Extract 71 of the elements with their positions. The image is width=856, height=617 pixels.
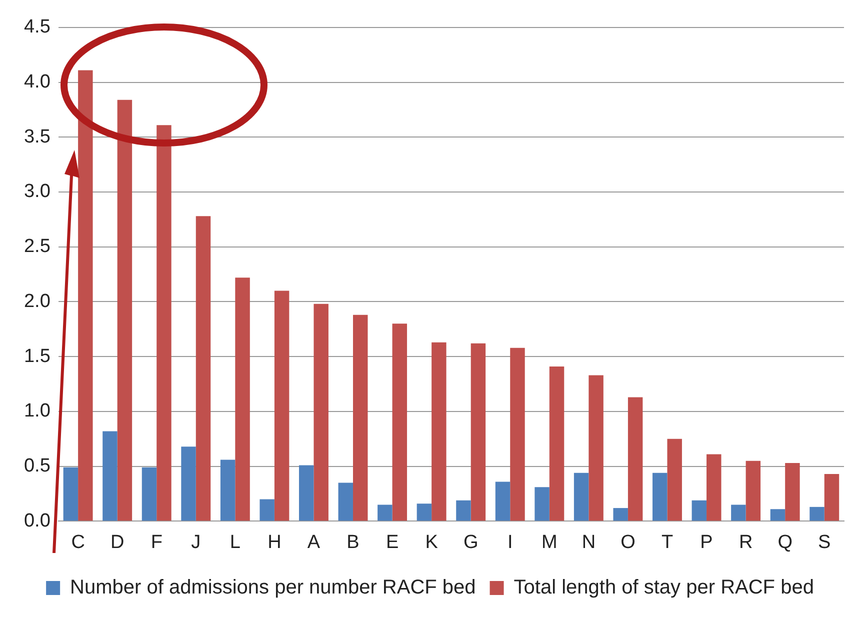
bar xyxy=(706,454,722,521)
bar xyxy=(338,482,354,521)
bar xyxy=(196,216,211,521)
x-tick-label: P xyxy=(700,532,713,553)
x-tick-label: N xyxy=(582,532,596,553)
x-tick-label: K xyxy=(425,532,438,553)
bar xyxy=(667,438,682,521)
bar xyxy=(235,278,250,521)
bar xyxy=(181,446,196,521)
x-tick-label: S xyxy=(818,532,831,553)
x-tick-label: I xyxy=(507,532,513,553)
bar xyxy=(824,474,840,521)
y-tick-label: 4.0 xyxy=(24,72,50,92)
y-tick-label: 2.5 xyxy=(24,236,50,258)
y-tick-label: 3.0 xyxy=(24,181,50,202)
legend-label: Number of admissions per number RACF bed xyxy=(70,576,476,599)
x-tick-label: J xyxy=(191,532,201,553)
y-tick-label: 1.0 xyxy=(24,400,50,422)
bar xyxy=(652,472,668,521)
bar xyxy=(156,125,172,521)
x-tick-label: L xyxy=(230,532,240,553)
bar xyxy=(220,460,236,521)
bar xyxy=(785,463,800,521)
y-tick-label: 0.5 xyxy=(24,456,50,477)
x-tick-label: G xyxy=(463,532,478,553)
x-tick-label: T xyxy=(661,532,674,553)
bar xyxy=(456,500,471,521)
x-tick-label: E xyxy=(386,532,399,553)
bar xyxy=(510,348,525,521)
bar xyxy=(495,482,510,521)
x-tick-label: C xyxy=(71,532,85,553)
bar xyxy=(549,366,564,521)
bar xyxy=(613,508,628,521)
bar xyxy=(63,467,78,521)
y-tick-label: 2.0 xyxy=(24,290,50,312)
bar xyxy=(274,290,290,521)
x-tick-label: B xyxy=(346,532,360,553)
bar xyxy=(102,431,118,521)
y-tick-label: 4.5 xyxy=(24,16,50,38)
bar xyxy=(810,506,824,521)
bar xyxy=(770,509,786,521)
bar xyxy=(416,504,432,521)
bar xyxy=(574,472,589,521)
x-tick-label: A xyxy=(307,532,320,553)
bar xyxy=(628,397,643,521)
x-tick-label: D xyxy=(110,532,124,553)
x-tick-label: M xyxy=(541,532,558,553)
y-tick-label: 0.0 xyxy=(24,510,50,532)
bar xyxy=(378,504,392,521)
bar xyxy=(392,324,408,521)
bar xyxy=(142,467,157,521)
bar xyxy=(588,375,604,521)
bar xyxy=(314,304,328,521)
bar xyxy=(731,504,746,521)
x-tick-label: H xyxy=(268,532,282,553)
bar xyxy=(534,487,550,521)
x-tick-label: O xyxy=(620,532,636,553)
bar xyxy=(260,499,274,521)
bar xyxy=(692,500,707,521)
bar xyxy=(470,343,486,521)
bar xyxy=(117,100,132,521)
x-tick-label: F xyxy=(150,532,162,553)
x-tick-label: Q xyxy=(778,532,792,553)
bar xyxy=(746,460,761,521)
legend-label: Total length of stay per RACF bed xyxy=(514,576,814,599)
y-tick-label: 1.5 xyxy=(24,346,50,367)
x-tick-label: R xyxy=(738,532,753,553)
bar xyxy=(353,314,368,521)
y-tick-label: 3.5 xyxy=(24,126,50,148)
bar xyxy=(432,342,446,521)
bar xyxy=(299,465,314,521)
